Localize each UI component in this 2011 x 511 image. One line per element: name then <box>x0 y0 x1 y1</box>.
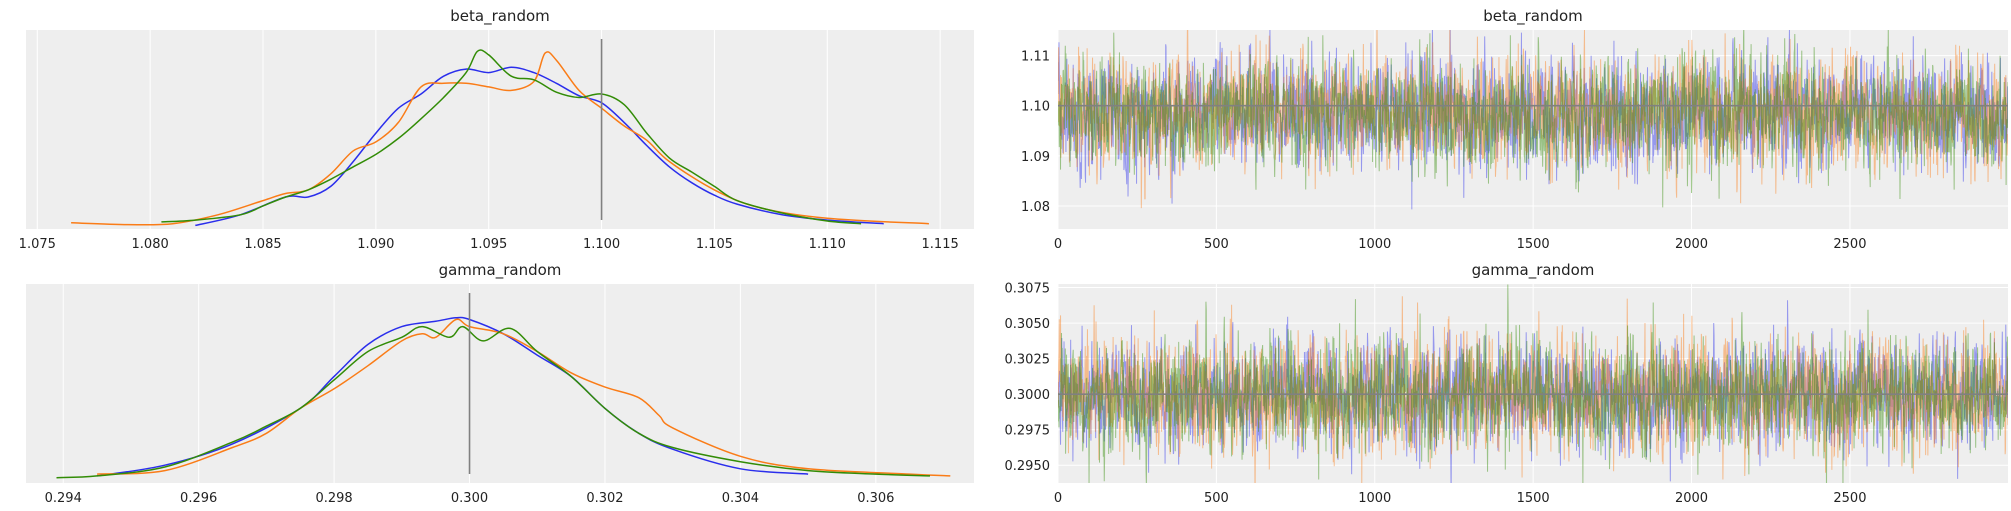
panel-title: gamma_random <box>439 261 562 280</box>
y-tick-label: 0.2975 <box>1005 424 1051 439</box>
trace-chain-1 <box>1058 30 2008 210</box>
x-tick-label: 1.080 <box>132 237 169 252</box>
x-tick-label: 1.075 <box>19 237 56 252</box>
x-tick-label: 2000 <box>1675 491 1708 506</box>
x-tick-label: 500 <box>1204 491 1229 506</box>
kde-chain-2 <box>97 318 951 477</box>
trace-chain-2 <box>1058 30 2008 209</box>
x-tick-label: 1.105 <box>696 237 733 252</box>
series-group <box>56 316 951 479</box>
x-tick-label: 0 <box>1054 491 1062 506</box>
x-tick-label: 0.298 <box>315 491 352 506</box>
x-tick-label: 0.304 <box>722 491 759 506</box>
x-tick-label: 1.100 <box>583 237 620 252</box>
trace-chain-3 <box>1058 30 2008 208</box>
series-group <box>71 49 929 227</box>
y-tick-label: 1.11 <box>1021 50 1050 65</box>
kde-chain-3 <box>56 325 931 479</box>
y-tick-label: 0.3050 <box>1005 317 1051 332</box>
panel-1-kde-beta-random: 1.075 1.080 1.085 1.090 1.095 1.100 1.105 1.110… <box>19 7 974 252</box>
panel-3-kde-gamma-random: 0.294 0.296 0.298 0.300 0.302 0.304 0.306 gamma… <box>26 261 974 506</box>
x-tick-label: 1.115 <box>922 237 959 252</box>
x-tick-label: 0.300 <box>451 491 488 506</box>
x-tick-label: 1.085 <box>244 237 281 252</box>
x-tick-label: 2500 <box>1833 237 1866 252</box>
x-tick-label: 1.095 <box>470 237 507 252</box>
panel-2-trace-beta-random: 0 500 1000 1500 2000 2500 1.08 1.09 1.10 1.11 beta… <box>1021 7 2008 252</box>
x-tick-label: 0.302 <box>586 491 623 506</box>
x-tick-label: 0.294 <box>45 491 82 506</box>
trace-chain-1 <box>1058 300 2008 483</box>
y-tick-label: 1.10 <box>1021 100 1050 115</box>
kde-chain-3 <box>161 49 862 225</box>
plot-area <box>26 30 974 229</box>
x-tick-label: 500 <box>1204 237 1229 252</box>
x-tick-label: 0.306 <box>857 491 894 506</box>
x-tick-label: 1500 <box>1517 491 1550 506</box>
x-tick-label: 0.296 <box>180 491 217 506</box>
x-tick-label: 2500 <box>1833 491 1866 506</box>
x-tick-label: 1500 <box>1517 237 1550 252</box>
kde-chain-2 <box>71 51 929 226</box>
y-tick-label: 0.3075 <box>1005 282 1051 297</box>
y-tick-label: 1.08 <box>1021 200 1050 215</box>
panel-4-trace-gamma-random: 0 500 1000 1500 2000 2500 0.2950 0.2975 0.3000 0.… <box>1005 261 2008 506</box>
x-tick-label: 1.110 <box>809 237 846 252</box>
y-tick-label: 0.3000 <box>1005 388 1051 403</box>
kde-chain-1 <box>195 66 884 227</box>
panel-title: beta_random <box>450 7 550 26</box>
series-group <box>1058 284 2008 483</box>
y-tick-label: 0.3025 <box>1005 353 1051 368</box>
series-group <box>1058 30 2008 210</box>
y-tick-label: 0.2950 <box>1005 459 1051 474</box>
x-tick-label: 0 <box>1054 237 1062 252</box>
panel-title: gamma_random <box>1472 261 1595 280</box>
x-tick-label: 1.090 <box>357 237 394 252</box>
x-tick-label: 1000 <box>1358 237 1391 252</box>
y-tick-label: 1.09 <box>1021 150 1050 165</box>
panel-title: beta_random <box>1483 7 1583 26</box>
x-tick-label: 1000 <box>1358 491 1391 506</box>
trace-chain-2 <box>1058 296 2008 483</box>
plot-area <box>26 284 974 483</box>
trace-chain-3 <box>1058 284 2008 483</box>
x-tick-label: 2000 <box>1675 237 1708 252</box>
